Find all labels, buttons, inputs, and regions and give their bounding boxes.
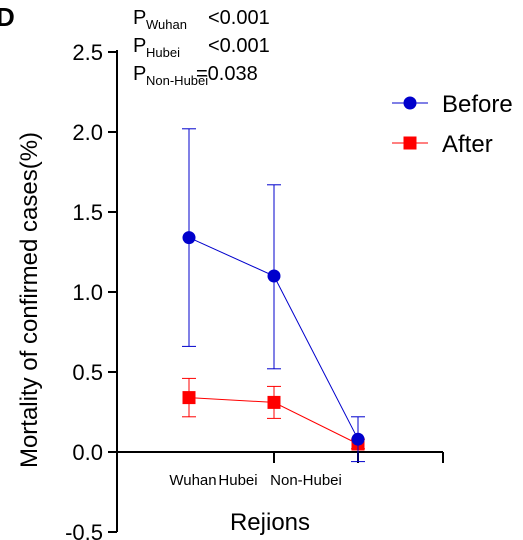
p-value: P Hubei <0.001 (133, 35, 270, 60)
p-value-text: <0.001 (208, 7, 270, 29)
x-category-label: Hubei (218, 472, 257, 489)
y-tick-label: 0.0 (72, 440, 103, 465)
data-point (182, 391, 196, 405)
y-tick-label: 2.5 (72, 40, 103, 65)
legend-label: After (442, 131, 493, 158)
legend-item: Before (392, 91, 513, 118)
p-value-text: =0.038 (196, 63, 258, 85)
p-value-subscript: Non-Hubei (146, 73, 208, 88)
p-value-text: <0.001 (208, 35, 270, 57)
legend-marker (403, 96, 417, 110)
legend-marker (403, 136, 417, 150)
series-after (182, 377, 365, 451)
y-tick-label: 2.0 (72, 120, 103, 145)
y-tick-label: -0.5 (65, 520, 103, 540)
p-value: P Wuhan <0.001 (133, 7, 270, 32)
y-tick-label: 1.0 (72, 280, 103, 305)
p-value-symbol: P (133, 35, 146, 57)
data-point (267, 395, 281, 409)
y-tick-label: 0.5 (72, 360, 103, 385)
legend: Before After (392, 91, 513, 158)
x-category-labels: Wuhan Hubei Non-Hubei (169, 472, 341, 489)
p-value: P Non-Hubei=0.038 (133, 63, 258, 88)
legend-item: After (392, 131, 493, 158)
p-value-symbol: P (133, 63, 146, 85)
data-point (182, 231, 196, 245)
y-tick-label: 1.5 (72, 200, 103, 225)
x-category-label: Wuhan (169, 472, 216, 489)
p-value-subscript: Wuhan (146, 17, 187, 32)
series-before (182, 128, 365, 463)
x-axis-title: Rejions (230, 509, 310, 536)
series-layer (182, 128, 365, 463)
legend-label: Before (442, 91, 513, 118)
data-point (267, 269, 281, 283)
panel-label: D (0, 2, 15, 32)
data-point (351, 432, 365, 446)
y-axis-title: Mortality of confirmed cases(%) (16, 132, 43, 468)
p-value-subscript: Hubei (146, 45, 180, 60)
x-category-label: Non-Hubei (270, 472, 342, 489)
p-value-symbol: P (133, 7, 146, 29)
y-ticks: -0.5 0.0 0.5 1.0 1.5 2.0 2.5 (65, 40, 117, 540)
